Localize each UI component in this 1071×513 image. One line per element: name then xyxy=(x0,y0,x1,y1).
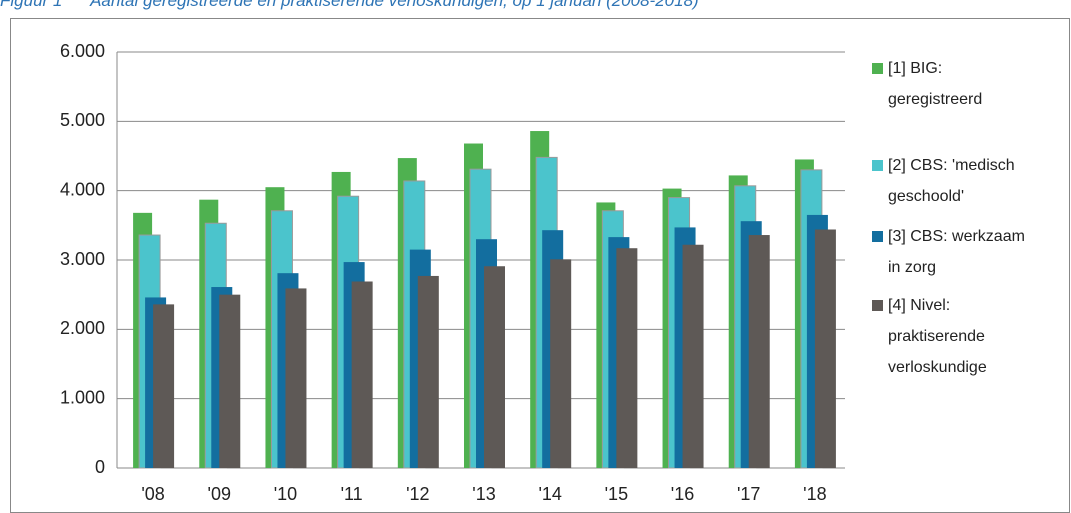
x-tick-label: '08 xyxy=(141,484,164,504)
x-tick-label: '09 xyxy=(208,484,231,504)
legend-entry: [3] CBS: werkzaam in zorg xyxy=(872,221,1052,283)
bar xyxy=(351,281,373,468)
bar xyxy=(814,229,836,468)
bar xyxy=(153,304,175,468)
x-tick-label: '17 xyxy=(737,484,760,504)
x-tick-label: '14 xyxy=(538,484,561,504)
y-tick-label: 1.000 xyxy=(60,387,105,407)
x-tick-label: '16 xyxy=(671,484,694,504)
bar xyxy=(550,259,572,468)
bar xyxy=(616,248,638,468)
bar xyxy=(219,294,241,468)
x-tick-label: '15 xyxy=(605,484,628,504)
y-tick-label: 0 xyxy=(95,457,105,477)
x-tick-label: '13 xyxy=(472,484,495,504)
bar xyxy=(682,244,704,468)
legend-label: [4] Nivel: praktiserende verloskundige xyxy=(888,297,987,376)
legend-swatch xyxy=(872,231,883,242)
chart-title: Figuur 1 Aantal geregistreerde en prakti… xyxy=(0,0,699,10)
x-tick-label: '11 xyxy=(341,484,363,504)
legend-entry: [4] Nivel: praktiserende verloskundige xyxy=(872,290,1052,383)
y-tick-label: 5.000 xyxy=(60,110,105,130)
legend-entry: [2] CBS: 'medisch geschoold' xyxy=(872,150,1052,212)
x-tick-label: '12 xyxy=(406,484,429,504)
y-tick-label: 4.000 xyxy=(60,179,105,199)
legend-label: [3] CBS: werkzaam in zorg xyxy=(888,228,1025,276)
y-tick-label: 2.000 xyxy=(60,318,105,338)
bar xyxy=(285,288,307,468)
legend-entry: [1] BIG: geregistreerd xyxy=(872,53,1052,115)
legend-swatch xyxy=(872,160,883,171)
x-tick-label: '18 xyxy=(803,484,826,504)
bar xyxy=(484,266,505,468)
legend-swatch xyxy=(872,300,883,311)
y-tick-label: 6.000 xyxy=(60,41,105,61)
legend-label: [2] CBS: 'medisch geschoold' xyxy=(888,157,1015,205)
legend-label: [1] BIG: geregistreerd xyxy=(888,60,983,108)
bar xyxy=(417,275,439,468)
x-tick-label: '10 xyxy=(274,484,297,504)
bar xyxy=(748,235,770,468)
y-tick-label: 3.000 xyxy=(60,249,105,269)
legend-swatch xyxy=(872,63,883,74)
